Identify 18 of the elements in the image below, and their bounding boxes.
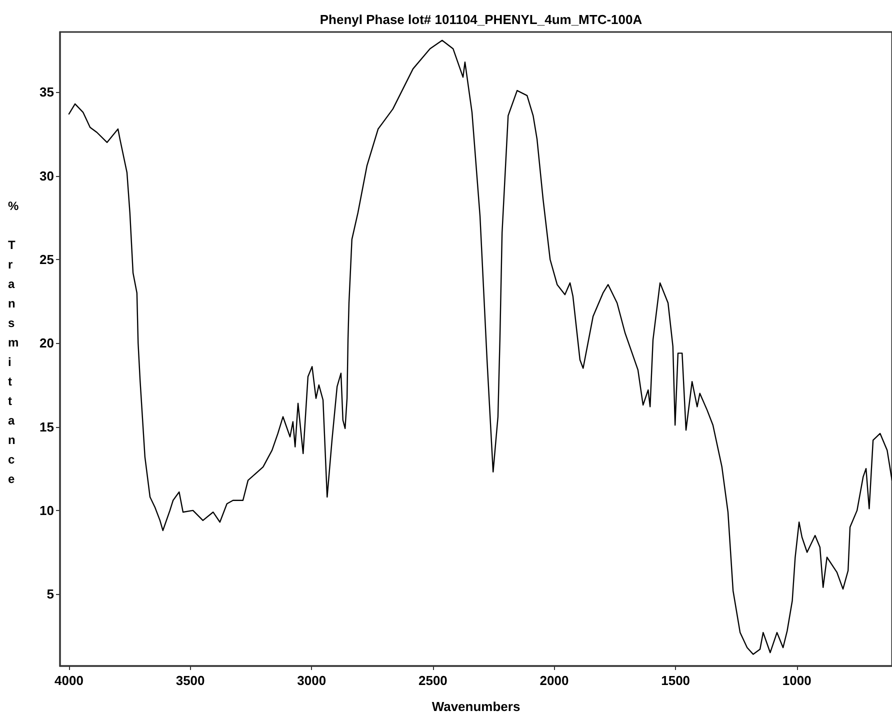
y-tick-label: 20: [40, 336, 54, 351]
x-tick-label: 3000: [297, 673, 326, 688]
x-tick-label: 4000: [54, 673, 84, 688]
y-tick-label: 25: [40, 252, 54, 268]
x-tick-label: 1500: [661, 673, 690, 688]
y-tick-label: 5: [46, 586, 54, 602]
y-tick-label: 30: [40, 168, 54, 184]
x-tick-label: 2500: [418, 673, 448, 688]
x-tick-label: 2000: [540, 673, 569, 688]
x-tick-label: 1000: [782, 673, 812, 688]
chart-title: Phenyl Phase lot# 101104_PHENYL_4um_MTC-100A: [320, 12, 643, 27]
x-tick-label: 3500: [176, 673, 205, 688]
line-series: [68, 40, 892, 655]
y-tick-label: 15: [40, 419, 54, 434]
x-axis-title: Wavenumbers: [432, 699, 520, 714]
y-tick-label: 10: [40, 502, 54, 518]
text: % Transmittance: [8, 198, 19, 486]
y-tick-label: 35: [40, 84, 54, 100]
